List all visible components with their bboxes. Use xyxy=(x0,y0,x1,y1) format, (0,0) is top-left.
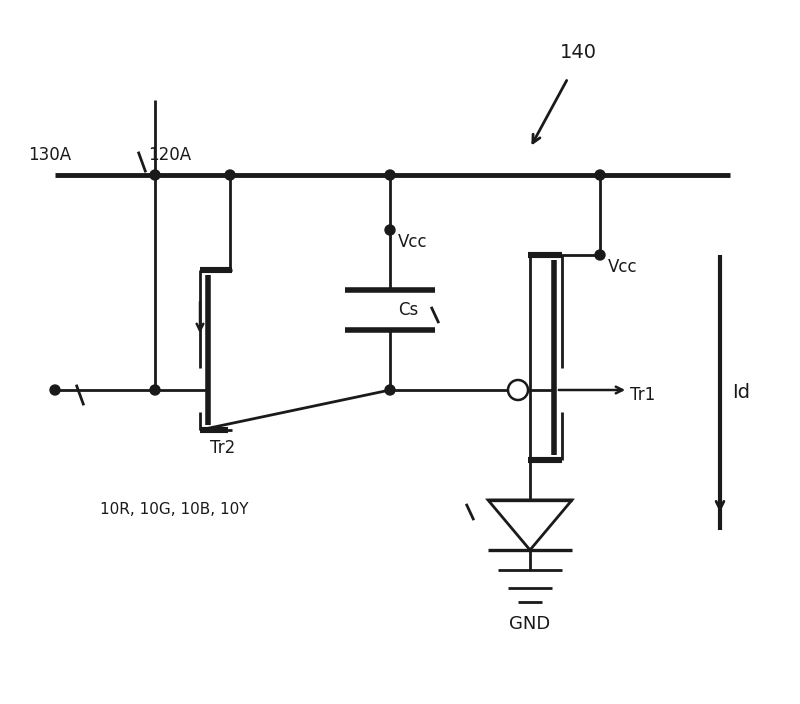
Text: Vcc: Vcc xyxy=(608,258,638,276)
Text: 130A: 130A xyxy=(28,146,71,164)
Circle shape xyxy=(385,170,395,180)
Text: Cs: Cs xyxy=(398,301,418,319)
Text: 120A: 120A xyxy=(148,146,191,164)
Circle shape xyxy=(595,170,605,180)
Text: Vcc: Vcc xyxy=(398,233,428,251)
Circle shape xyxy=(50,385,60,395)
Circle shape xyxy=(225,170,235,180)
Text: 140: 140 xyxy=(560,42,597,61)
Circle shape xyxy=(150,170,160,180)
Circle shape xyxy=(385,225,395,235)
Text: 10R, 10G, 10B, 10Y: 10R, 10G, 10B, 10Y xyxy=(100,503,249,517)
Text: Id: Id xyxy=(732,382,750,401)
Circle shape xyxy=(385,385,395,395)
Text: GND: GND xyxy=(510,615,550,633)
Circle shape xyxy=(150,385,160,395)
Text: Tr2: Tr2 xyxy=(210,439,235,457)
Circle shape xyxy=(595,250,605,260)
Text: Tr1: Tr1 xyxy=(630,386,655,404)
